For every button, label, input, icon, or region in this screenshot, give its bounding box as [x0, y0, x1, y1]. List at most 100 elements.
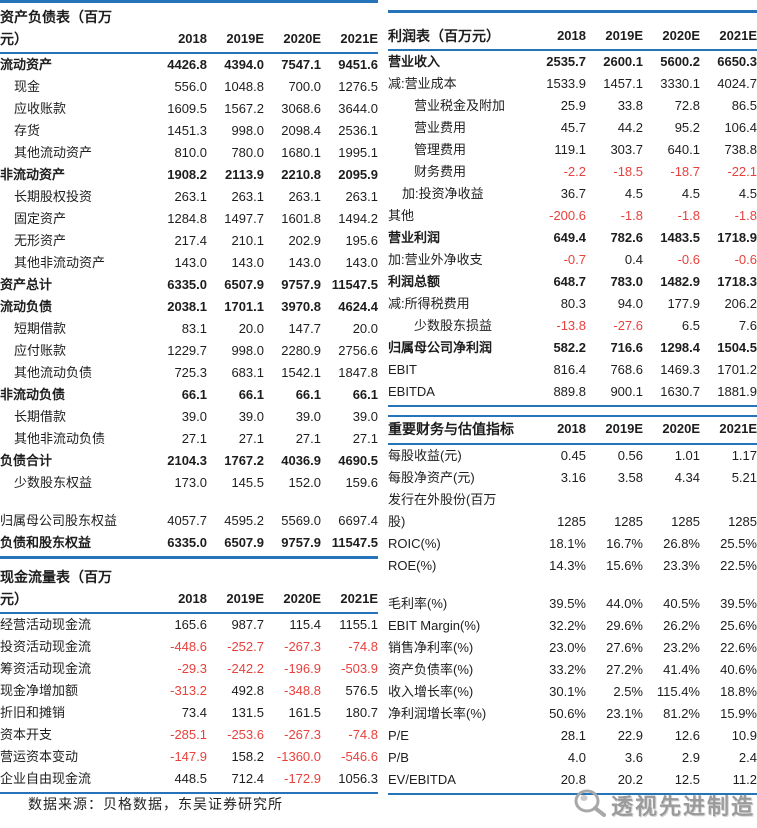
value-cell: 640.1 — [667, 142, 700, 157]
value-cell: 1048.8 — [224, 79, 264, 94]
income-statement-title: 利润表（百万元） — [388, 28, 500, 44]
value-cell: 11547.5 — [331, 277, 378, 292]
row-label: ROIC(%) — [388, 536, 441, 551]
value-cell: 1483.5 — [660, 230, 700, 245]
value-cell: 5569.0 — [281, 513, 321, 528]
metrics-title: 重要财务与估值指标 — [388, 421, 514, 437]
value-cell: 889.8 — [553, 384, 586, 399]
value-cell: 1767.2 — [224, 453, 264, 468]
value-cell: 9451.6 — [338, 57, 378, 72]
value-cell: 27.1 — [181, 431, 207, 446]
metrics-body: 每股收益(元) 0.45 0.56 1.01 1.17 每股净资产(元) 3.16 3.58 4… — [388, 445, 757, 791]
value-cell: 22.5% — [720, 558, 757, 573]
value-cell: 72.8 — [674, 98, 700, 113]
table-row: 负债合计 2104.3 1767.2 4036.9 4690.5 — [0, 450, 378, 472]
year-header: 2019E — [605, 421, 643, 436]
row-label: 少数股东损益 — [414, 318, 493, 333]
value-cell: 3.16 — [560, 470, 586, 485]
value-cell: 83.1 — [181, 321, 207, 336]
row-label: 营业费用 — [414, 120, 467, 135]
table-row: 资产总计 6335.0 6507.9 9757.9 11547.5 — [0, 274, 378, 296]
value-cell: 11.2 — [732, 772, 757, 787]
value-cell: -2.2 — [563, 164, 586, 179]
value-cell: 1469.3 — [660, 362, 700, 377]
row-label: 流动负债 — [0, 299, 53, 314]
cash-flow-header-row: 元） 2018 2019E 2020E 2021E — [0, 588, 378, 614]
value-cell: -285.1 — [170, 727, 207, 742]
value-cell: -1.8 — [620, 208, 643, 223]
value-cell: 1533.9 — [546, 76, 586, 91]
value-cell: 15.9% — [720, 706, 757, 721]
value-cell: 556.0 — [174, 79, 207, 94]
value-cell: -0.6 — [734, 252, 757, 267]
value-cell: 5600.2 — [660, 54, 700, 69]
value-cell: 41.4% — [663, 662, 700, 677]
value-cell: 712.4 — [231, 771, 264, 786]
value-cell: 9757.9 — [281, 535, 321, 550]
value-cell: 210.1 — [231, 233, 264, 248]
year-header: 2018 — [557, 28, 586, 43]
value-cell: -196.9 — [284, 661, 321, 676]
row-label: 折旧和摊销 — [0, 705, 66, 720]
value-cell: 23.1% — [606, 706, 643, 721]
row-label: 减:营业成本 — [388, 76, 457, 91]
value-cell: 2113.9 — [224, 167, 264, 182]
cash-flow-title-line1: 现金流量表（百万 — [0, 569, 112, 585]
value-cell: 39.0 — [181, 409, 207, 424]
table-row: P/E 28.1 22.9 12.6 10.9 — [388, 725, 757, 747]
value-cell: 14.3% — [549, 558, 586, 573]
value-cell: 202.9 — [288, 233, 321, 248]
value-cell: -29.3 — [177, 661, 207, 676]
value-cell: 1285 — [728, 514, 757, 529]
value-cell: 73.4 — [181, 705, 207, 720]
table-row: 收入增长率(%) 30.1% 2.5% 115.4% 18.8% — [388, 681, 757, 703]
table-row: 减:所得税费用 80.3 94.0 177.9 206.2 — [388, 293, 757, 315]
value-cell: 4426.8 — [167, 57, 207, 72]
balance-sheet-header-row: 元） 2018 2019E 2020E 2021E — [0, 28, 378, 54]
row-label: 非流动资产 — [0, 167, 66, 182]
value-cell: 4.5 — [738, 186, 757, 201]
year-header: 2019E — [605, 28, 643, 43]
value-cell: 27.2% — [606, 662, 643, 677]
table-row: 存货 1451.3 998.0 2098.4 2536.1 — [0, 120, 378, 142]
value-cell: 40.5% — [663, 596, 700, 611]
year-header: 2021E — [340, 31, 378, 46]
value-cell: 0.56 — [617, 448, 643, 463]
year-header: 2020E — [662, 421, 700, 436]
income-statement-header-row: 利润表（百万元） 2018 2019E 2020E 2021E — [388, 25, 757, 51]
row-label: 营业利润 — [388, 230, 441, 245]
row-label: 负债和股东权益 — [0, 535, 92, 550]
value-cell: 143.0 — [174, 255, 207, 270]
row-label: 长期股权投资 — [14, 189, 93, 204]
value-cell: 1567.2 — [224, 101, 264, 116]
table-row: 管理费用 119.1 303.7 640.1 738.8 — [388, 139, 757, 161]
value-cell: 448.5 — [174, 771, 207, 786]
value-cell: 28.1 — [560, 728, 586, 743]
value-cell: 22.9 — [617, 728, 643, 743]
value-cell: -348.8 — [284, 683, 321, 698]
value-cell: 4.5 — [681, 186, 700, 201]
cash-flow-title-line2: 元） — [0, 591, 28, 607]
row-label: 现金净增加额 — [0, 683, 79, 698]
row-label: 少数股东权益 — [14, 475, 93, 490]
value-cell: 158.2 — [231, 749, 264, 764]
value-cell: 3.58 — [617, 470, 643, 485]
value-cell: -18.7 — [670, 164, 700, 179]
cash-flow-body: 经营活动现金流 165.6 987.7 115.4 1155.1 投资活动现金流 -448.… — [0, 614, 378, 790]
value-cell: 217.4 — [174, 233, 207, 248]
table-row: ROE(%) 14.3% 15.6% 23.3% 22.5% — [388, 555, 757, 577]
value-cell: -546.6 — [341, 749, 378, 764]
value-cell: 3330.1 — [660, 76, 700, 91]
value-cell: 576.5 — [345, 683, 378, 698]
value-cell: 303.7 — [610, 142, 643, 157]
value-cell: 1229.7 — [167, 343, 207, 358]
row-label: 收入增长率(%) — [388, 684, 474, 699]
value-cell: 2536.1 — [338, 123, 378, 138]
value-cell: 816.4 — [553, 362, 586, 377]
value-cell: 6.5 — [681, 318, 700, 333]
table-row: 减:营业成本 1533.9 1457.1 3330.1 4024.7 — [388, 73, 757, 95]
value-cell: 6507.9 — [224, 277, 264, 292]
value-cell: 987.7 — [231, 617, 264, 632]
value-cell: 20.2 — [617, 772, 643, 787]
row-label: 其他流动负债 — [14, 365, 93, 380]
